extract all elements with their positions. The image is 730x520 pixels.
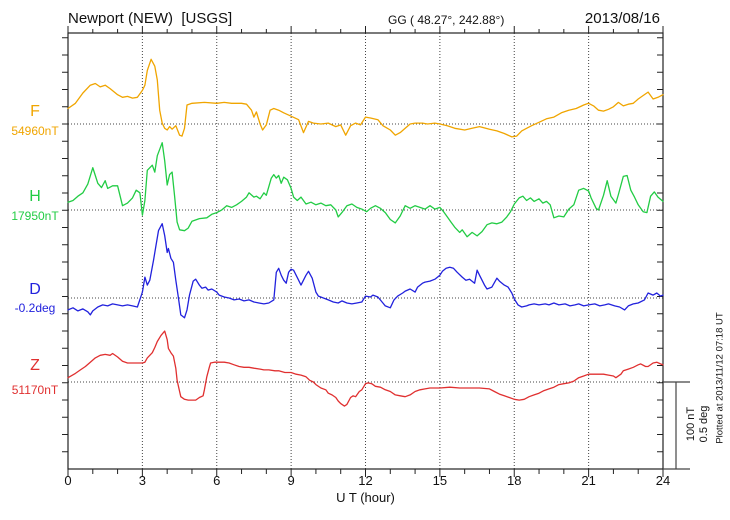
channel-baseline-value-D: -0.2deg [14,301,56,315]
trace-D [67,223,664,319]
x-tick-label-6: 6 [213,473,221,488]
plotted-at-timestamp: Plotted at 2013/11/12 07:18 UT [714,312,726,444]
x-tick-label-12: 12 [358,473,373,488]
channel-baseline-value-Z: 51170nT [11,383,59,397]
geographic-coordinates: GG ( 48.27°, 242.88°) [388,13,505,27]
x-tick-label-0: 0 [64,473,72,488]
trace-F [67,58,664,138]
channel-baseline-value-F: 54960nT [11,124,59,138]
scale-bar-deg-label: 0.5 deg [698,405,710,443]
trace-Z [67,330,664,407]
channel-letter-F: F [30,103,40,120]
scale-bar-nt-label: 100 nT [685,406,697,442]
channel-letter-Z: Z [30,357,40,374]
station-title: Newport (NEW) [USGS] [68,10,233,27]
channel-letter-H: H [29,188,41,205]
x-tick-label-21: 21 [581,473,596,488]
scale-bar-labels: 100 nT 0.5 deg [685,406,711,443]
x-tick-label-9: 9 [287,473,295,488]
x-tick-label-24: 24 [655,473,671,488]
x-axis-title: U T (hour) [336,490,395,505]
channel-letter-D: D [29,281,41,298]
plot-date: 2013/08/16 [584,10,660,27]
trace-H [67,142,664,238]
x-tick-label-3: 3 [138,473,146,488]
x-tick-label-15: 15 [432,473,448,488]
channel-baseline-value-H: 17950nT [11,209,59,223]
plot-frame [67,32,664,470]
x-tick-label-18: 18 [507,473,522,488]
